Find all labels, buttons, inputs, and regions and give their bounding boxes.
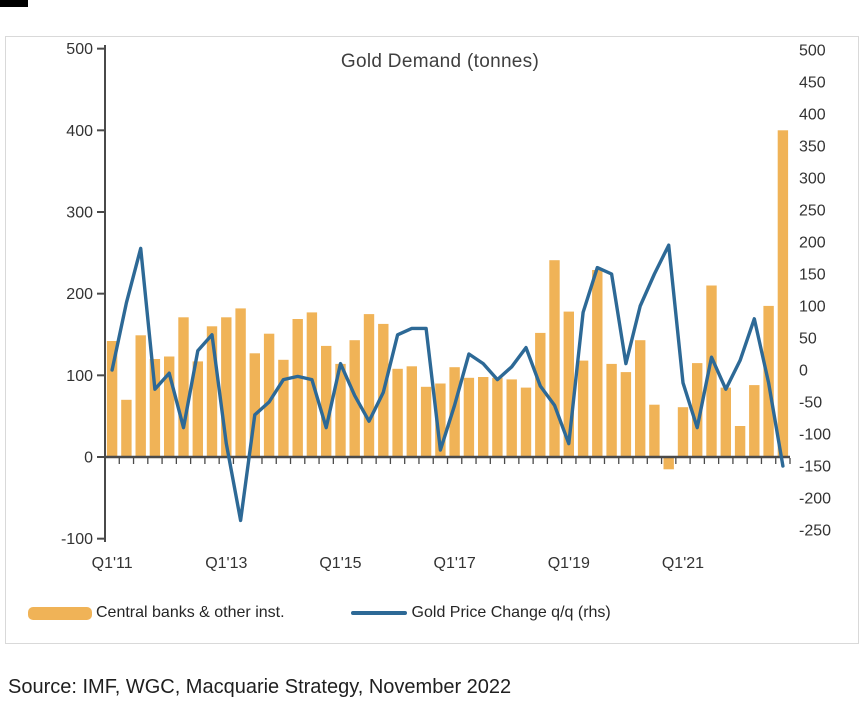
bar-Q3'21 <box>706 285 717 457</box>
bar-Q1'16 <box>392 368 403 457</box>
right-axis-label: 0 <box>799 363 808 380</box>
bar-Q2'19 <box>577 360 589 457</box>
legend-label-line: Gold Price Change q/q (rhs) <box>411 604 611 621</box>
legend-label-bars: Central banks & other inst. <box>96 604 285 621</box>
bar-Q3'11 <box>135 335 146 457</box>
bar-Q4'20 <box>663 457 674 470</box>
top-edge-artifact <box>0 0 28 7</box>
right-axis-label: -250 <box>799 523 831 540</box>
chart-legend: Central banks & other inst. Gold Price C… <box>28 600 828 626</box>
bar-Q1'19 <box>563 311 574 457</box>
bar-Q3'16 <box>420 386 432 457</box>
bar-Q3'18 <box>535 332 546 457</box>
bar-series-swatch-icon <box>28 606 92 620</box>
bar-Q2'12 <box>178 317 189 457</box>
bar-Q3'20 <box>649 404 660 457</box>
right-axis-label: -150 <box>799 459 831 476</box>
bar-Q3'12 <box>192 361 203 457</box>
right-axis-label: 400 <box>799 107 826 124</box>
x-axis-label: Q1'19 <box>548 555 590 572</box>
left-axis-label: 200 <box>66 286 93 303</box>
right-axis-label: 100 <box>799 299 826 316</box>
bar-Q4'17 <box>492 377 503 457</box>
bar-Q1'14 <box>278 359 289 457</box>
x-axis-label: Q1'13 <box>205 555 247 572</box>
bar-Q1'15 <box>335 363 346 457</box>
bar-Q4'21 <box>720 387 731 457</box>
bar-Q4'14 <box>321 345 332 457</box>
left-axis-label: 300 <box>66 204 93 221</box>
bar-Q4'22 <box>777 130 789 458</box>
bar-Q4'16 <box>435 383 446 457</box>
right-axis-label: 300 <box>799 171 826 188</box>
bar-Q4'11 <box>149 359 161 457</box>
right-axis-label: 200 <box>799 235 826 252</box>
bar-Q3'17 <box>478 377 489 457</box>
line-series-swatch-icon <box>350 611 407 615</box>
legend-item-line: Gold Price Change q/q (rhs) <box>350 604 611 622</box>
bar-Q2'17 <box>463 377 475 457</box>
left-axis-label: 500 <box>66 41 93 58</box>
bar-Q2'13 <box>235 308 246 457</box>
bar-Q2'21 <box>692 363 703 457</box>
bar-Q2'14 <box>292 319 303 457</box>
right-axis-label: 450 <box>799 75 826 92</box>
bar-Q1'18 <box>506 379 517 457</box>
left-axis-label: 100 <box>66 368 93 385</box>
x-axis-label: Q1'17 <box>434 555 476 572</box>
bar-Q4'19 <box>606 363 617 457</box>
x-axis-label: Q1'15 <box>319 555 361 572</box>
bar-Q1'11 <box>106 341 118 457</box>
bar-Q1'17 <box>449 367 460 457</box>
bar-Q3'19 <box>592 270 603 457</box>
bar-Q2'22 <box>749 385 760 457</box>
bar-Q3'13 <box>249 353 260 457</box>
bar-Q2'11 <box>121 399 132 457</box>
bar-Q4'13 <box>263 333 275 457</box>
right-axis-label: 250 <box>799 203 826 220</box>
gold-price-change-line <box>110 243 785 523</box>
legend-item-bars: Central banks & other inst. <box>28 604 285 622</box>
x-axis-label: Q1'11 <box>92 555 133 572</box>
chart-title: Gold Demand (tonnes) <box>340 51 540 72</box>
bar-Q2'20 <box>635 340 646 457</box>
right-axis-label: 350 <box>799 139 826 156</box>
right-axis-label: 150 <box>799 267 826 284</box>
right-axis-label: -50 <box>799 395 822 412</box>
bar-Q4'12 <box>206 326 218 457</box>
left-axis-label: 400 <box>66 123 93 140</box>
bar-Q3'15 <box>363 314 375 457</box>
bar-Q1'12 <box>164 356 175 457</box>
bar-Q2'18 <box>520 387 532 457</box>
bar-Q1'21 <box>677 407 689 457</box>
bar-Q4'18 <box>549 260 560 457</box>
x-axis-label: Q1'21 <box>662 555 704 572</box>
bar-Q1'20 <box>620 372 632 457</box>
left-axis-label: 0 <box>84 450 93 467</box>
bar-Q1'13 <box>221 317 232 457</box>
source-caption: Source: IMF, WGC, Macquarie Strategy, No… <box>8 676 512 698</box>
bar-Q2'16 <box>406 366 417 457</box>
right-axis-label: 50 <box>799 331 817 348</box>
right-axis-label: -200 <box>799 491 831 508</box>
right-axis-label: -100 <box>799 427 831 444</box>
right-axis-label: 500 <box>799 43 826 60</box>
left-axis-label: -100 <box>61 531 93 548</box>
bar-Q1'22 <box>734 426 746 457</box>
